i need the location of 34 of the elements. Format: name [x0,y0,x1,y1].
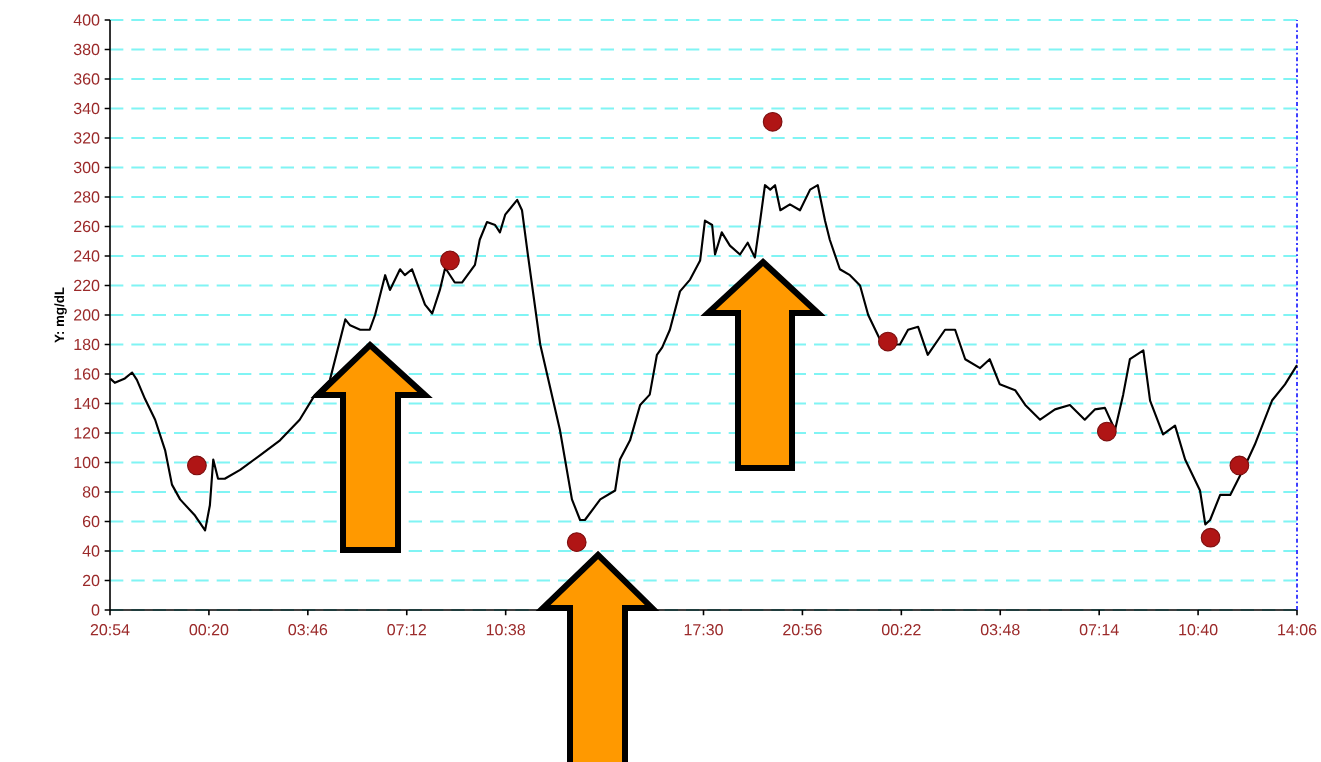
x-tick-label: 03:48 [980,624,1020,636]
y-tick-label: 140 [74,397,100,410]
x-tick-label: 00:22 [881,624,921,636]
x-tick-label: 07:12 [387,624,426,636]
y-tick-label: 60 [82,515,100,528]
x-tick-label: 07:14 [1079,624,1119,636]
y-tick-label: 200 [74,309,100,321]
x-tick-label: 00:20 [189,624,229,636]
y-tick-label: 280 [74,191,100,203]
y-tick-label: 220 [74,279,100,292]
y-tick-label: 240 [74,250,100,262]
y-tick-label: 120 [74,427,100,439]
x-tick-label: 17:30 [684,624,723,636]
x-tick-label: 14:06 [1278,624,1317,636]
y-tick-label: 400 [73,14,100,26]
y-tick-label: 320 [73,132,100,144]
y-tick-label: 380 [73,43,100,56]
y-tick-label: 340 [73,102,100,115]
y-tick-label: 20 [82,574,100,587]
x-tick-label: 20:56 [783,624,822,636]
y-tick-label: 180 [74,338,100,351]
x-tick-label: 20:54 [90,624,130,636]
x-tick-label: 03:46 [288,624,328,636]
y-tick-label: 100 [74,456,100,469]
x-tick-label: 10:38 [486,624,525,636]
y-tick-label: 260 [74,220,100,233]
x-tick-label: 10:40 [1179,624,1218,636]
y-tick-label: 40 [82,545,100,557]
y-tick-label: 160 [74,368,100,380]
y-tick-label: 0 [91,604,100,616]
y-tick-label: 80 [82,486,100,498]
y-tick-label: 300 [73,161,100,174]
y-axis-title: Y: mg/dL [54,287,67,343]
y-tick-label: 360 [73,73,100,85]
